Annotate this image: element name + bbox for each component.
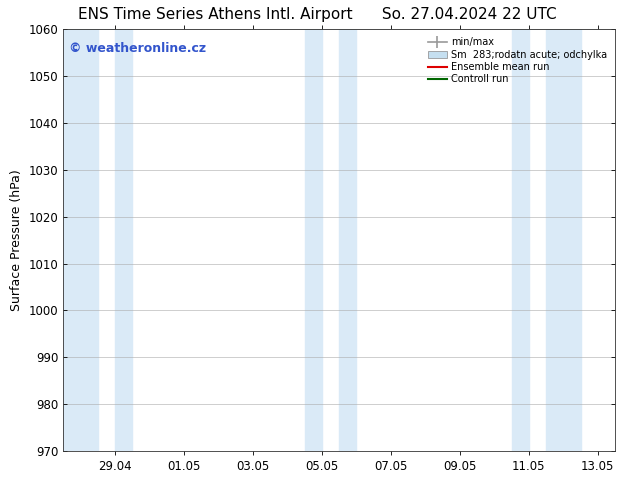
Bar <box>115 29 133 451</box>
Text: © weatheronline.cz: © weatheronline.cz <box>69 42 206 55</box>
Bar <box>63 29 98 451</box>
Bar <box>339 29 356 451</box>
Y-axis label: Surface Pressure (hPa): Surface Pressure (hPa) <box>10 169 23 311</box>
Bar <box>305 29 322 451</box>
Bar <box>512 29 529 451</box>
Text: ENS Time Series Athens Intl. Airport      So. 27.04.2024 22 UTC: ENS Time Series Athens Intl. Airport So.… <box>78 7 556 23</box>
Bar <box>546 29 581 451</box>
Legend: min/max, Sm  283;rodatn acute; odchylka, Ensemble mean run, Controll run: min/max, Sm 283;rodatn acute; odchylka, … <box>425 34 610 87</box>
